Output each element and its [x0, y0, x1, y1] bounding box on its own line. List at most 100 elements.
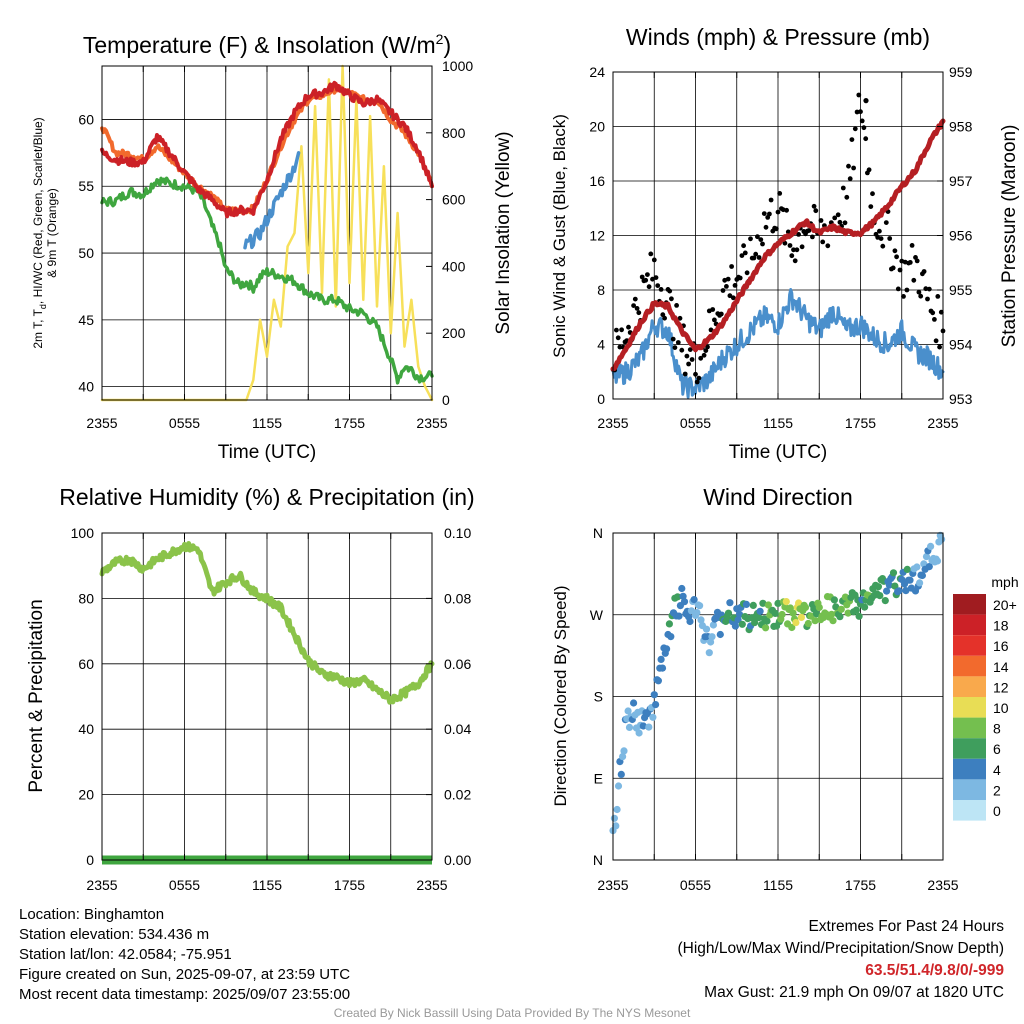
y-tick-label: 20 [78, 787, 94, 803]
station-info: Location: Binghamton Station elevation: … [19, 905, 350, 1005]
legend-label: 2 [993, 782, 1001, 798]
direction-point [650, 691, 658, 699]
gust-point [849, 137, 855, 143]
direction-panel: Wind Direction N E S W N 2355 0555 1155 1755 2355… [551, 484, 1019, 893]
direction-title: Wind Direction [703, 484, 853, 510]
gust-point [895, 286, 901, 292]
gust-point [858, 109, 863, 115]
x-tick-label: 2355 [927, 415, 958, 431]
direction-point [895, 587, 903, 595]
direction-point [789, 609, 797, 617]
direction-point [837, 605, 845, 613]
gust-point [689, 357, 695, 362]
gust-point [868, 204, 874, 210]
gust-point [687, 347, 693, 352]
direction-point [687, 607, 696, 615]
gust-point [866, 167, 872, 173]
gust-point [791, 247, 796, 253]
direction-point [645, 723, 653, 731]
direction-point [797, 613, 806, 622]
gust-point [718, 311, 724, 317]
gust-point [773, 226, 779, 232]
gust-point [901, 294, 906, 299]
gust-point [925, 296, 930, 302]
gust-point [679, 347, 685, 353]
direction-point [903, 565, 911, 574]
gust-point [670, 336, 676, 342]
direction-point [658, 664, 667, 672]
gust-point [909, 243, 915, 248]
gust-point [932, 317, 937, 322]
y2-tick-label: 200 [442, 325, 466, 341]
y-tick-label: E [594, 770, 603, 786]
direction-point [916, 579, 924, 587]
direction-point [756, 607, 764, 615]
gust-point [794, 247, 800, 253]
y-tick-label: S [594, 689, 603, 705]
gust-point [677, 315, 683, 321]
gust-point [763, 224, 769, 230]
direction-point [906, 576, 914, 584]
gust-point [842, 220, 848, 226]
legend-swatch [953, 697, 986, 718]
direction-point [938, 535, 946, 543]
y-tick-label: 20 [589, 119, 605, 135]
humidity-panel: Relative Humidity (%) & Precipitation (i… [26, 484, 475, 893]
gust-point [933, 338, 939, 344]
x-tick-label: 2355 [86, 415, 117, 431]
info-recent: Most recent data timestamp: 2025/09/07 2… [19, 986, 351, 1003]
y-tick-label: 50 [78, 245, 94, 261]
wind-line [611, 288, 945, 399]
gust-point [799, 244, 805, 250]
gust-point [674, 303, 679, 308]
direction-point [680, 598, 689, 606]
direction-point [617, 770, 625, 779]
direction-point [665, 620, 674, 628]
gust-point [938, 309, 944, 315]
gust-point [701, 352, 707, 358]
direction-point [927, 542, 935, 551]
gust-point [645, 272, 650, 277]
direction-point [830, 596, 839, 604]
direction-point [697, 616, 705, 624]
y-tick-label: 40 [78, 379, 94, 395]
gust-point [918, 293, 924, 299]
legend-label: 4 [993, 762, 1001, 778]
direction-point [902, 587, 910, 595]
x-tick-label: 1155 [252, 877, 282, 893]
info-location: Location: Binghamton [19, 906, 165, 923]
legend-swatch [953, 635, 986, 656]
direction-point [792, 619, 800, 627]
direction-point [778, 610, 786, 619]
y2-tick-label: 957 [949, 173, 973, 189]
gust-point [847, 176, 853, 182]
gust-point [686, 361, 691, 367]
gust-point [682, 371, 688, 377]
gust-point [756, 255, 762, 260]
y-tick-label: 16 [589, 173, 605, 189]
y-tick-label: 8 [597, 282, 605, 298]
winds-title: Winds (mph) & Pressure (mb) [626, 24, 930, 50]
direction-point [675, 612, 683, 620]
gust-point [696, 375, 702, 381]
temperature-title: Temperature (F) & Insolation (W/m2) [83, 31, 451, 58]
direction-point [763, 617, 771, 625]
humidity-grid [102, 533, 432, 860]
gust-point [732, 283, 738, 288]
temperature-xlabel: Time (UTC) [218, 442, 317, 463]
gust-point [655, 283, 661, 288]
gust-point [856, 92, 862, 98]
gust-point [725, 276, 731, 282]
windchill-line [243, 151, 301, 250]
gust-point [662, 315, 667, 321]
pressure-ylabel: Station Pressure (Maroon) [999, 125, 1020, 348]
direction-point [764, 601, 773, 609]
direction-point [686, 617, 694, 626]
gust-point [810, 234, 815, 240]
gust-point [720, 288, 726, 293]
y2-tick-label: 0.10 [444, 525, 471, 541]
gust-point [877, 228, 882, 234]
x-tick-label: 2355 [86, 877, 117, 893]
info-created: Figure created on Sun, 2025-09-07, at 23… [19, 966, 351, 983]
